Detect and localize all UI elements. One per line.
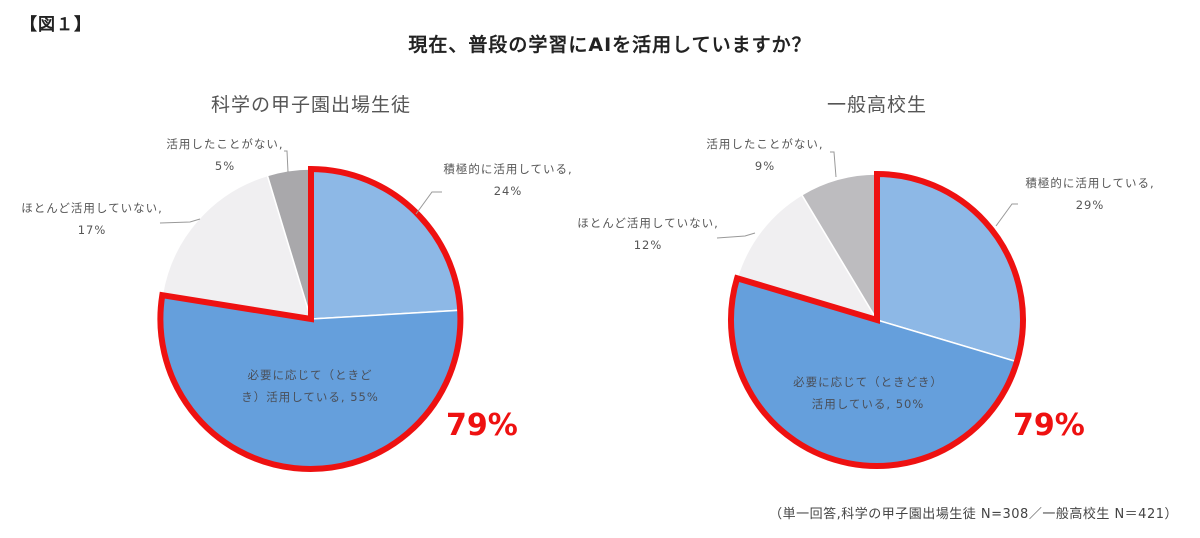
right-chart-subtitle: 一般高校生 xyxy=(826,94,927,116)
left-label-as-needed: 必要に応じて（ときど き）活用している, 55% xyxy=(230,364,390,408)
right-label-actively: 積極的に活用している, 29% xyxy=(1000,172,1180,216)
left-slice-rarely xyxy=(161,174,313,320)
right-slice-rarely xyxy=(736,193,879,322)
right-leader-rarely xyxy=(716,232,756,239)
left-pie xyxy=(157,150,464,472)
right-label-rarely: ほとんど活用していない, 12% xyxy=(568,212,728,256)
right-label-never: 活用したことがない, 9% xyxy=(700,133,830,177)
left-label-rarely-value: 17% xyxy=(77,223,107,237)
right-pie xyxy=(716,151,1026,469)
right-label-rarely-value: 12% xyxy=(633,238,663,252)
right-label-as-needed: 必要に応じて（ときどき） 活用している, 50% xyxy=(778,371,958,415)
left-label-actively-value: 24% xyxy=(493,184,523,198)
right-label-actively-value: 29% xyxy=(1075,198,1105,212)
left-highlight-outline xyxy=(157,165,464,472)
left-label-never: 活用したことがない, 5% xyxy=(160,133,290,177)
left-label-rarely-text: ほとんど活用していない, xyxy=(21,201,163,215)
right-label-actively-text: 積極的に活用している, xyxy=(1025,176,1155,190)
chart-main-title: 現在、普段の学習にAIを活用していますか？ xyxy=(408,34,812,56)
left-label-never-text: 活用したことがない, xyxy=(166,137,284,151)
left-chart-subtitle: 科学の甲子園出場生徒 xyxy=(210,94,411,116)
right-leader-actively xyxy=(995,203,1018,227)
left-label-as-needed-line2: き）活用している, 55% xyxy=(241,390,379,404)
right-highlight-total: 79% xyxy=(1013,408,1085,443)
right-label-as-needed-line2: 活用している, 50% xyxy=(811,397,925,411)
right-label-rarely-text: ほとんど活用していない, xyxy=(577,216,719,230)
left-leader-actively xyxy=(415,191,442,215)
sample-size-note: （単一回答,科学の甲子園出場生徒 N=308／一般高校生 N＝421） xyxy=(769,507,1178,522)
right-highlight-outline xyxy=(728,170,1026,469)
left-leader-never xyxy=(284,150,289,173)
left-label-as-needed-line1: 必要に応じて（ときど xyxy=(247,368,373,382)
left-label-never-value: 5% xyxy=(214,159,236,173)
right-label-never-text: 活用したことがない, xyxy=(706,137,824,151)
left-leader-rarely xyxy=(159,218,201,224)
right-label-never-value: 9% xyxy=(754,159,776,173)
left-label-actively: 積極的に活用している, 24% xyxy=(418,158,598,202)
left-highlight-total: 79% xyxy=(446,408,518,443)
right-leader-never xyxy=(830,151,837,178)
left-label-rarely: ほとんど活用していない, 17% xyxy=(12,197,172,241)
figure-label: 【図１】 xyxy=(20,15,92,35)
right-label-as-needed-line1: 必要に応じて（ときどき） xyxy=(793,375,943,389)
left-label-actively-text: 積極的に活用している, xyxy=(443,162,573,176)
